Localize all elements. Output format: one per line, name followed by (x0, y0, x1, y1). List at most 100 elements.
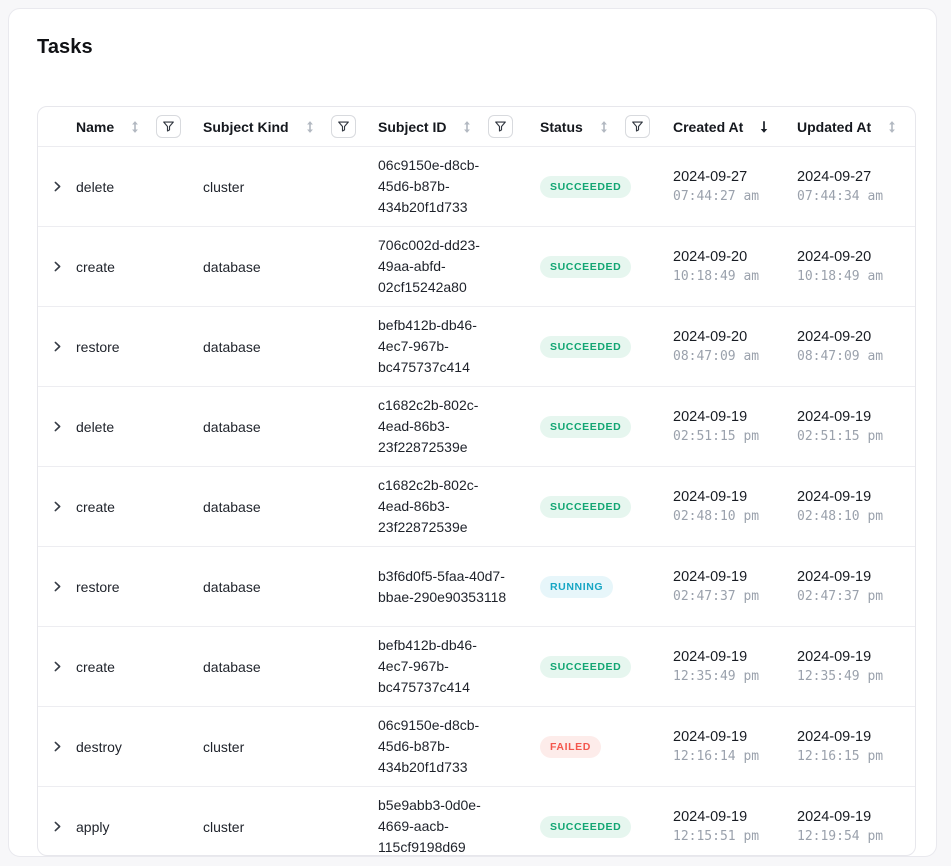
expand-row-button[interactable] (48, 417, 67, 436)
task-name: create (76, 498, 115, 515)
created-date: 2024-09-20 (673, 328, 748, 345)
funnel-icon (337, 121, 349, 132)
table-row[interactable]: delete database c1682c2b-802c-4ead-86b3-… (38, 387, 915, 467)
chevron-right-icon (54, 181, 60, 192)
filter-status-button[interactable] (624, 115, 650, 138)
created-time: 10:18:49 am (673, 268, 760, 284)
created-time: 02:48:10 pm (673, 508, 760, 524)
created-date: 2024-09-19 (673, 808, 748, 825)
sort-descending-icon[interactable] (758, 120, 770, 134)
status-badge: FAILED (540, 735, 601, 758)
expand-row-button[interactable] (48, 337, 67, 356)
sort-updown-icon[interactable] (598, 120, 610, 134)
task-name: restore (76, 578, 120, 595)
updated-date: 2024-09-19 (797, 408, 872, 425)
column-header-status: Status (540, 115, 673, 138)
subject-id: 06c9150e-d8cb-45d6-b87b-434b20f1d733 (378, 717, 480, 775)
column-header-subject-kind: Subject Kind (203, 115, 378, 138)
status-badge: SUCCEEDED (540, 815, 632, 838)
chevron-right-icon (54, 421, 60, 432)
status-badge: SUCCEEDED (540, 495, 632, 518)
filter-subject-kind-button[interactable] (330, 115, 356, 138)
updated-time: 02:47:37 pm (797, 588, 884, 604)
status-badge: SUCCEEDED (540, 415, 632, 438)
table-row[interactable]: create database befb412b-db46-4ec7-967b-… (38, 627, 915, 707)
subject-id: c1682c2b-802c-4ead-86b3-23f22872539e (378, 477, 479, 535)
updated-date: 2024-09-19 (797, 568, 872, 585)
updated-date: 2024-09-19 (797, 728, 872, 745)
expand-row-button[interactable] (48, 577, 67, 596)
funnel-icon (631, 121, 643, 132)
task-name: delete (76, 178, 115, 195)
sort-updown-icon[interactable] (304, 120, 316, 134)
created-time: 02:51:15 pm (673, 428, 760, 444)
sort-updown-icon[interactable] (129, 120, 141, 134)
column-label: Subject ID (378, 118, 447, 135)
created-time: 12:16:14 pm (673, 748, 760, 764)
created-date: 2024-09-20 (673, 248, 748, 265)
filter-name-button[interactable] (156, 115, 182, 138)
subject-id: 06c9150e-d8cb-45d6-b87b-434b20f1d733 (378, 157, 480, 215)
tasks-table: Name Subject Kind Subject ID (37, 106, 916, 856)
sort-updown-icon[interactable] (461, 120, 473, 134)
status-badge: SUCCEEDED (540, 255, 632, 278)
chevron-right-icon (54, 821, 60, 832)
chevron-right-icon (54, 581, 60, 592)
updated-time: 12:35:49 pm (797, 668, 884, 684)
column-label: Created At (673, 118, 744, 135)
created-time: 08:47:09 am (673, 348, 760, 364)
updated-time: 02:48:10 pm (797, 508, 884, 524)
column-label: Subject Kind (203, 118, 289, 135)
created-time: 02:47:37 pm (673, 588, 760, 604)
created-date: 2024-09-19 (673, 408, 748, 425)
created-time: 07:44:27 am (673, 188, 760, 204)
created-date: 2024-09-19 (673, 648, 748, 665)
created-date: 2024-09-19 (673, 728, 748, 745)
subject-kind: cluster (203, 738, 245, 755)
table-header-row: Name Subject Kind Subject ID (38, 107, 915, 147)
expand-row-button[interactable] (48, 737, 67, 756)
created-date: 2024-09-19 (673, 568, 748, 585)
chevron-right-icon (54, 661, 60, 672)
created-date: 2024-09-27 (673, 168, 748, 185)
table-row[interactable]: create database 706c002d-dd23-49aa-abfd-… (38, 227, 915, 307)
expand-row-button[interactable] (48, 817, 67, 836)
status-badge: RUNNING (540, 575, 614, 598)
table-row[interactable]: delete cluster 06c9150e-d8cb-45d6-b87b-4… (38, 147, 915, 227)
subject-kind: database (203, 658, 261, 675)
chevron-right-icon (54, 501, 60, 512)
table-row[interactable]: apply cluster b5e9abb3-0d0e-4669-aacb-11… (38, 787, 915, 855)
sort-updown-icon[interactable] (886, 120, 898, 134)
expand-row-button[interactable] (48, 177, 67, 196)
expand-row-button[interactable] (48, 257, 67, 276)
updated-time: 02:51:15 pm (797, 428, 884, 444)
task-name: delete (76, 418, 115, 435)
page-title: Tasks (37, 36, 93, 58)
column-header-subject-id: Subject ID (378, 115, 540, 138)
updated-date: 2024-09-20 (797, 328, 872, 345)
table-row[interactable]: destroy cluster 06c9150e-d8cb-45d6-b87b-… (38, 707, 915, 787)
subject-kind: database (203, 338, 261, 355)
column-label: Name (76, 118, 115, 135)
chevron-right-icon (54, 741, 60, 752)
tasks-page-card: Tasks Name Subject Kind (8, 8, 937, 857)
expand-row-button[interactable] (48, 497, 67, 516)
updated-time: 07:44:34 am (797, 188, 884, 204)
table-row[interactable]: create database c1682c2b-802c-4ead-86b3-… (38, 467, 915, 547)
created-time: 12:15:51 pm (673, 828, 760, 844)
updated-date: 2024-09-19 (797, 488, 872, 505)
subject-kind: cluster (203, 178, 245, 195)
filter-subject-id-button[interactable] (488, 115, 514, 138)
column-header-name: Name (76, 115, 203, 138)
column-header-updated-at: Updated At (797, 119, 915, 135)
table-row[interactable]: restore database b3f6d0f5-5faa-40d7-bbae… (38, 547, 915, 627)
subject-id: b3f6d0f5-5faa-40d7-bbae-290e90353118 (378, 567, 507, 605)
table-row[interactable]: restore database befb412b-db46-4ec7-967b… (38, 307, 915, 387)
funnel-icon (163, 121, 175, 132)
subject-kind: cluster (203, 818, 245, 835)
expand-row-button[interactable] (48, 657, 67, 676)
created-date: 2024-09-19 (673, 488, 748, 505)
task-name: apply (76, 818, 110, 835)
updated-date: 2024-09-27 (797, 168, 872, 185)
subject-id: befb412b-db46-4ec7-967b-bc475737c414 (378, 317, 477, 375)
